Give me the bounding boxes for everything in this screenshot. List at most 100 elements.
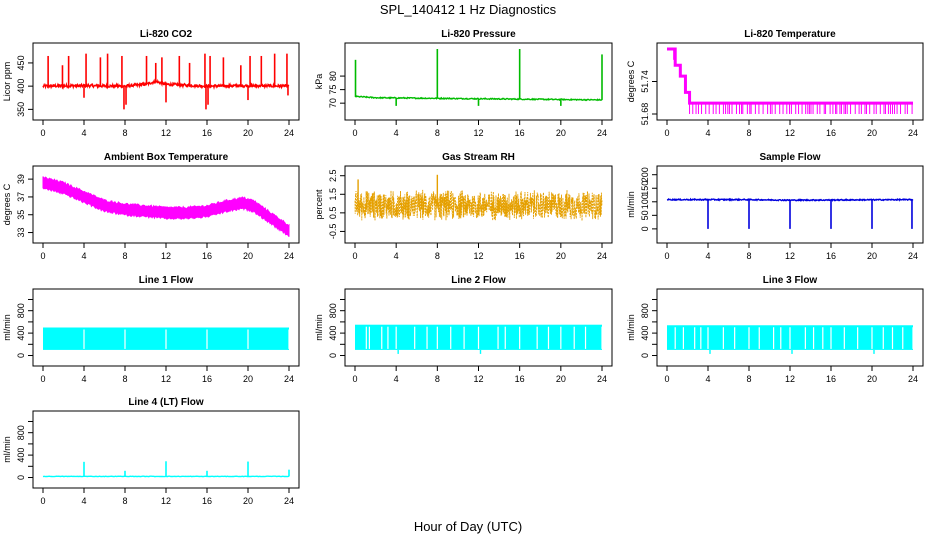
panel-data [354, 49, 603, 106]
x-tick-label: 8 [435, 374, 440, 384]
x-tick-label: 16 [826, 251, 836, 261]
figure-x-axis-label: Hour of Day (UTC) [414, 519, 522, 534]
x-tick-label: 20 [556, 128, 566, 138]
series-line [42, 78, 290, 91]
x-tick-label: 24 [597, 374, 607, 384]
x-tick-label: 20 [243, 251, 253, 261]
x-tick-label: 24 [908, 374, 918, 384]
panel-title: Li-820 Pressure [441, 29, 516, 40]
x-tick-label: 8 [746, 374, 751, 384]
y-tick-label: 450 [16, 55, 26, 70]
x-tick-label: 4 [705, 128, 710, 138]
y-tick-label: 50 [640, 210, 650, 220]
x-tick-label: 24 [597, 251, 607, 261]
x-tick-label: 24 [597, 128, 607, 138]
y-tick-label: 0.5 [328, 207, 338, 220]
x-tick-label: 16 [826, 128, 836, 138]
panel-line4: Line 4 (LT) Flow ml/min 0 4 8 12 16 20 24 0 400 800 [2, 397, 300, 506]
x-tick-label: 12 [161, 374, 171, 384]
x-tick-label: 12 [785, 128, 795, 138]
x-tick-label: 4 [394, 128, 399, 138]
panel-data [667, 325, 914, 354]
panel-title: Line 4 (LT) Flow [128, 397, 204, 408]
panel-y-axis-label: degrees C [626, 60, 636, 102]
y-tick-label: 400 [328, 326, 338, 341]
x-tick-label: 8 [435, 128, 440, 138]
panel-y-axis-label: ml/min [2, 436, 12, 463]
panel-y-axis-label: Licor ppm [2, 62, 12, 102]
y-tick-label: 80 [328, 71, 338, 81]
panel-data [42, 53, 290, 110]
x-tick-label: 8 [122, 374, 127, 384]
y-tick-label: 37 [16, 192, 26, 202]
x-tick-label: 8 [122, 496, 127, 506]
panel-title: Li-820 Temperature [744, 29, 836, 40]
x-tick-label: 20 [556, 374, 566, 384]
y-tick-label: 51.74 [640, 70, 650, 93]
x-tick-label: 8 [122, 251, 127, 261]
panel-y-axis-label: percent [314, 189, 324, 220]
panel-title: Gas Stream RH [442, 152, 515, 163]
x-tick-label: 24 [908, 251, 918, 261]
y-tick-label: 0 [16, 475, 26, 480]
y-tick-label: 400 [16, 448, 26, 463]
panel-frame [344, 42, 613, 121]
panel-y-axis-label: degrees C [2, 183, 12, 225]
panel-data [42, 176, 290, 238]
panel-data [355, 324, 603, 354]
y-tick-label: 400 [16, 79, 26, 94]
x-tick-label: 20 [867, 251, 877, 261]
x-tick-label: 16 [202, 251, 212, 261]
x-tick-label: 4 [81, 128, 86, 138]
panel-line3: Line 3 Flow ml/min 0 4 8 12 16 20 24 0 400 800 [626, 275, 924, 384]
y-tick-label: 800 [328, 303, 338, 318]
temperature-block [673, 49, 676, 60]
y-tick-label: 800 [16, 425, 26, 440]
x-tick-label: 12 [473, 251, 483, 261]
x-tick-label: 20 [867, 374, 877, 384]
y-tick-label: 39 [16, 174, 26, 184]
y-tick-label: 51.68 [640, 103, 650, 126]
x-tick-label: 24 [284, 128, 294, 138]
x-tick-label: 8 [435, 251, 440, 261]
panel-box_temp: Ambient Box Temperature degrees C 0 4 8 12 16 2… [2, 152, 300, 261]
x-tick-label: 12 [161, 251, 171, 261]
x-tick-label: 12 [785, 374, 795, 384]
x-tick-label: 4 [705, 374, 710, 384]
y-tick-label: 35 [16, 210, 26, 220]
x-tick-label: 16 [826, 374, 836, 384]
panel-title: Line 1 Flow [139, 275, 194, 286]
x-tick-label: 20 [243, 374, 253, 384]
panel-pressure: Li-820 Pressure kPa 0 4 8 12 16 20 24 70 75 80 [314, 29, 613, 138]
figure-title: SPL_140412 1 Hz Diagnostics [380, 2, 557, 17]
panel-y-axis-label: ml/min [2, 314, 12, 341]
panel-title: Line 2 Flow [451, 275, 506, 286]
y-tick-label: 150 [640, 181, 650, 196]
x-tick-label: 4 [81, 374, 86, 384]
panel-licor_temp: Li-820 Temperature degrees C 0 4 8 12 16 20 24 51… [626, 29, 924, 138]
x-tick-label: 12 [473, 374, 483, 384]
panel-y-axis-label: ml/min [626, 314, 636, 341]
y-tick-label: 0 [16, 353, 26, 358]
x-tick-label: 16 [515, 128, 525, 138]
panel-line2: Line 2 Flow ml/min 0 4 8 12 16 20 24 0 400 800 [314, 275, 613, 384]
rh-series [354, 189, 603, 221]
x-tick-label: 24 [284, 496, 294, 506]
x-tick-label: 24 [284, 374, 294, 384]
panel-title: Ambient Box Temperature [104, 152, 229, 163]
x-tick-label: 4 [394, 251, 399, 261]
x-tick-label: 0 [352, 128, 357, 138]
x-tick-label: 8 [122, 128, 127, 138]
x-tick-label: 8 [746, 128, 751, 138]
y-tick-label: 70 [328, 98, 338, 108]
y-tick-label: 350 [16, 102, 26, 117]
y-tick-label: 33 [16, 228, 26, 238]
x-tick-label: 16 [202, 128, 212, 138]
x-tick-label: 24 [908, 128, 918, 138]
panel-title: Sample Flow [759, 152, 820, 163]
panel-line1: Line 1 Flow ml/min 0 4 8 12 16 20 24 0 400 800 [2, 275, 300, 384]
panel-data [666, 197, 914, 229]
